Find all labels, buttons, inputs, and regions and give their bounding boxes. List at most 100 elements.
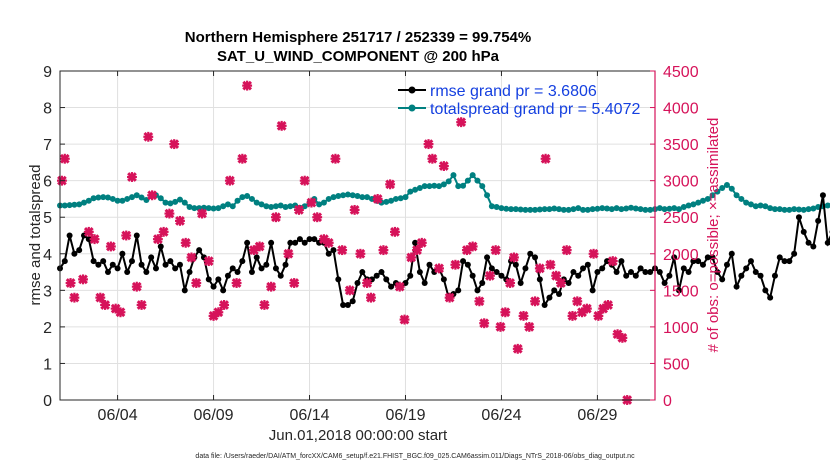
obs-assimilated-marker-7	[95, 292, 106, 303]
spread-point-96	[517, 206, 524, 213]
spread-point-62	[354, 193, 361, 200]
obs-assimilated-marker-58	[385, 179, 396, 190]
spread-point-144	[747, 201, 754, 208]
plot-frame	[59, 70, 656, 401]
rmse-point-158	[815, 217, 822, 224]
obs-assimilated-marker-64	[416, 237, 427, 248]
obs-assimilated-marker-46	[312, 212, 323, 223]
rmse-point-157	[810, 243, 817, 250]
rmse-point-149	[771, 272, 778, 279]
spread-point-111	[589, 206, 596, 213]
rmse-point-17	[138, 261, 145, 268]
spread-point-31	[205, 205, 212, 212]
spread-point-64	[364, 194, 371, 201]
obs-assimilated-marker-85	[530, 296, 540, 307]
spread-point-109	[580, 206, 587, 213]
rmse-point-76	[421, 280, 428, 287]
rmse-point-100	[536, 276, 543, 283]
spread-point-46	[277, 202, 284, 209]
spread-point-101	[541, 206, 548, 213]
obs-assimilated-marker-38	[266, 281, 277, 292]
spread-point-110	[584, 206, 591, 213]
rmse-point-151	[781, 258, 788, 265]
rmse-point-112	[594, 269, 601, 276]
spread-point-127	[666, 205, 673, 212]
spread-point-100	[536, 206, 543, 213]
rmse-point-19	[148, 254, 155, 261]
spread-point-128	[671, 205, 678, 212]
spread-point-142	[738, 195, 745, 202]
obs-assimilated-marker-91	[561, 245, 572, 256]
obs-assimilated-marker-24	[186, 252, 197, 263]
rmse-point-25	[176, 261, 183, 268]
spread-point-45	[272, 203, 279, 210]
obs-assimilated-marker-49	[330, 153, 341, 164]
spread-point-130	[680, 203, 687, 210]
spread-point-21	[157, 195, 164, 202]
spread-point-132	[690, 201, 697, 208]
rmse-point-133	[695, 258, 702, 265]
rmse-point-61	[349, 298, 356, 305]
obs-assimilated-marker-42	[289, 278, 300, 288]
rmse-point-4	[76, 247, 83, 254]
rmse-point-147	[762, 287, 769, 294]
rmse-point-85	[464, 261, 471, 268]
y-left-tick-label-8: 8	[43, 101, 52, 118]
spread-point-147	[762, 203, 769, 210]
rmse-point-106	[565, 280, 572, 287]
rmse-point-154	[795, 214, 802, 221]
obs-assimilated-marker-54	[362, 278, 373, 288]
legend-spread-label: totalspread grand pr = 5.4072	[430, 101, 640, 118]
obs-assimilated-marker-52	[349, 204, 360, 215]
spread-point-138	[719, 184, 726, 191]
rmse-point-44	[268, 239, 275, 246]
rmse-point-10	[104, 269, 111, 276]
spread-point-152	[786, 206, 793, 213]
rmse-point-116	[613, 269, 620, 276]
spread-point-33	[215, 205, 222, 212]
y-right-tick-label-9: 4500	[663, 64, 699, 81]
rmse-point-144	[747, 258, 754, 265]
obs-assimilated-marker-99	[603, 300, 613, 310]
spread-point-48	[287, 203, 294, 210]
spread-point-99	[532, 206, 539, 213]
spread-point-118	[623, 205, 630, 212]
rmse-point-39	[244, 239, 251, 246]
obs-assimilated-marker-5	[83, 226, 94, 237]
rmse-point-104	[556, 290, 563, 297]
rmse-point-3	[71, 250, 78, 257]
rmse-point-111	[589, 287, 596, 294]
spread-point-70	[392, 195, 399, 202]
obs-assimilated-marker-79	[500, 307, 511, 318]
rmse-point-136	[709, 254, 716, 261]
spread-point-75	[416, 184, 423, 191]
spread-point-2	[66, 202, 73, 209]
spread-point-37	[234, 197, 241, 204]
spread-point-154	[795, 206, 802, 213]
obs-assimilated-marker-43	[294, 204, 304, 215]
spread-point-114	[604, 205, 611, 212]
rmse-point-52	[306, 236, 313, 243]
obs-assimilated-marker-31	[224, 175, 235, 186]
spread-point-151	[781, 206, 788, 213]
spread-point-107	[570, 206, 577, 213]
spread-point-35	[224, 201, 231, 208]
rmse-point-60	[344, 301, 351, 308]
obs-assimilated-marker-45	[306, 197, 317, 208]
rmse-point-33	[215, 276, 222, 283]
obs-assimilated-marker-69	[444, 292, 455, 303]
x-tick-label-3: 06/19	[385, 407, 425, 424]
spread-point-36	[229, 203, 236, 210]
spread-point-120	[632, 205, 639, 212]
spread-point-112	[594, 205, 601, 212]
spread-point-38	[239, 194, 246, 201]
legend-rmse-label: rmse grand pr = 3.6806	[430, 83, 597, 100]
rmse-point-84	[460, 258, 467, 265]
y-left-tick-label-5: 5	[43, 210, 52, 227]
spread-point-57	[330, 194, 337, 201]
rmse-point-56	[325, 250, 332, 257]
spread-point-84	[460, 182, 467, 189]
rmse-point-67	[378, 269, 385, 276]
spread-point-69	[388, 197, 395, 204]
rmse-point-122	[642, 269, 649, 276]
